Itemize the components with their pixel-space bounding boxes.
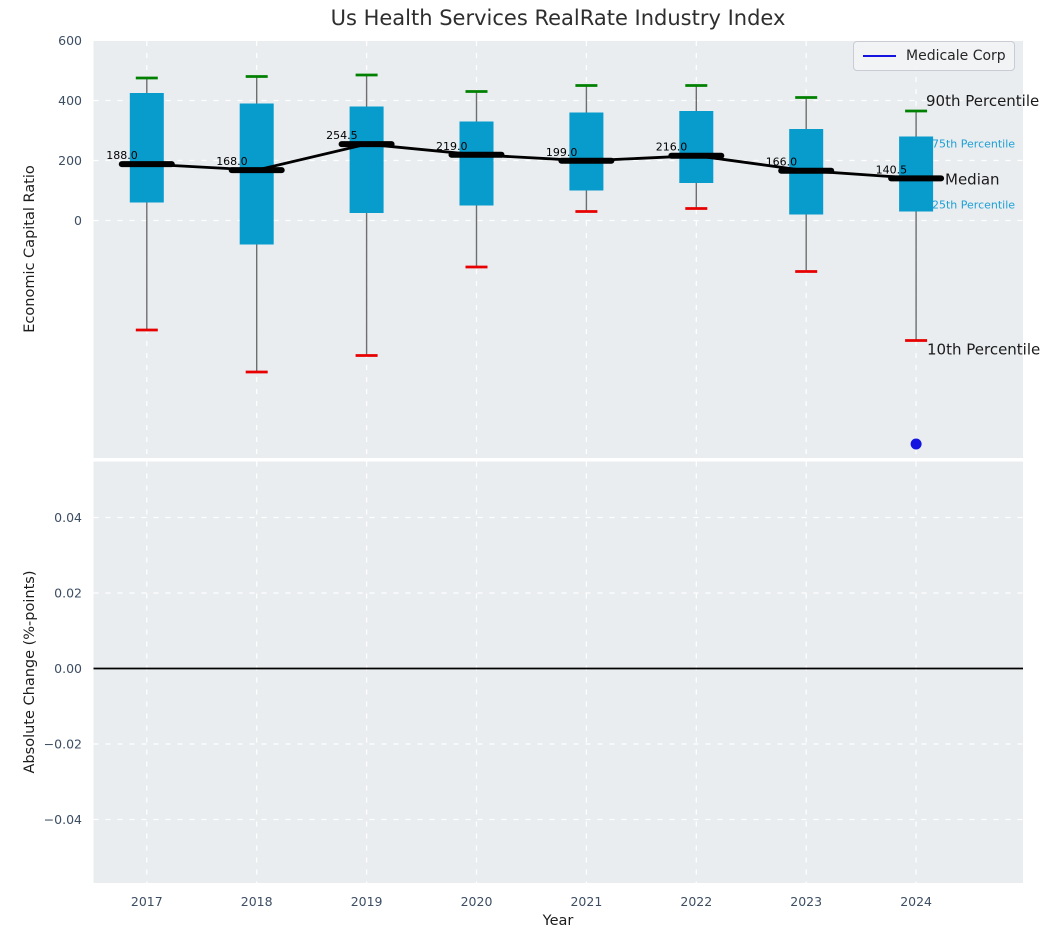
iqr-box: [350, 107, 384, 214]
x-tick-label: 2020: [461, 894, 493, 909]
bottom-y-tick-label: 0.04: [54, 510, 82, 525]
right-label-p25: 25th Percentile: [932, 199, 1015, 212]
x-tick-label: 2021: [570, 894, 602, 909]
median-value-label: 140.5: [876, 163, 908, 176]
right-label-p10: 10th Percentile: [927, 341, 1040, 359]
right-label-median: Median: [945, 170, 1000, 188]
top-y-axis-label: Economic Capital Ratio: [22, 165, 38, 332]
bottom-y-tick-label: 0.02: [54, 586, 82, 601]
median-value-label: 168.0: [216, 155, 248, 168]
median-value-label: 199.0: [546, 146, 578, 159]
bottom-y-axis-label: Absolute Change (%-points): [22, 571, 38, 774]
bottom-y-tick-label: −0.04: [44, 812, 82, 827]
median-value-label: 254.5: [326, 129, 358, 142]
iqr-box: [130, 93, 164, 203]
x-axis-label: Year: [93, 913, 1023, 929]
x-tick-label: 2022: [680, 894, 712, 909]
right-label-p75: 75th Percentile: [932, 138, 1015, 151]
x-tick-label: 2019: [351, 894, 383, 909]
bottom-plot-background: [94, 462, 1024, 884]
top-y-tick-label: 400: [58, 93, 82, 108]
median-value-label: 188.0: [106, 149, 138, 162]
iqr-box: [460, 122, 494, 206]
iqr-box: [240, 104, 274, 245]
median-value-label: 216.0: [656, 141, 688, 154]
figure: 600 400 200 0 188.0 168.0 254.5 219.0 199.0 216.0…: [0, 0, 1062, 942]
right-label-p90: 90th Percentile: [926, 92, 1039, 110]
top-y-tick-label: 200: [58, 153, 82, 168]
bottom-y-tick-label: 0.00: [54, 661, 82, 676]
x-tick-label: 2017: [131, 894, 163, 909]
legend-label: Medicale Corp: [906, 48, 1006, 64]
median-value-label: 166.0: [766, 156, 798, 169]
chart-title: Us Health Services RealRate Industry Ind…: [93, 6, 1023, 30]
legend: Medicale Corp: [853, 41, 1015, 71]
top-y-tick-label: 0: [74, 213, 82, 228]
top-y-tick-label: 600: [58, 33, 82, 48]
company-point: [911, 439, 922, 450]
x-tick-label: 2024: [900, 894, 932, 909]
x-tick-label: 2018: [241, 894, 273, 909]
top-plot-background: [94, 41, 1024, 458]
bottom-y-tick-label: −0.02: [44, 737, 82, 752]
chart-canvas: 600 400 200 0 188.0 168.0 254.5 219.0 199.0 216.0…: [0, 0, 1062, 942]
x-tick-label: 2023: [790, 894, 822, 909]
median-value-label: 219.0: [436, 140, 468, 153]
legend-line-icon: [863, 55, 896, 57]
